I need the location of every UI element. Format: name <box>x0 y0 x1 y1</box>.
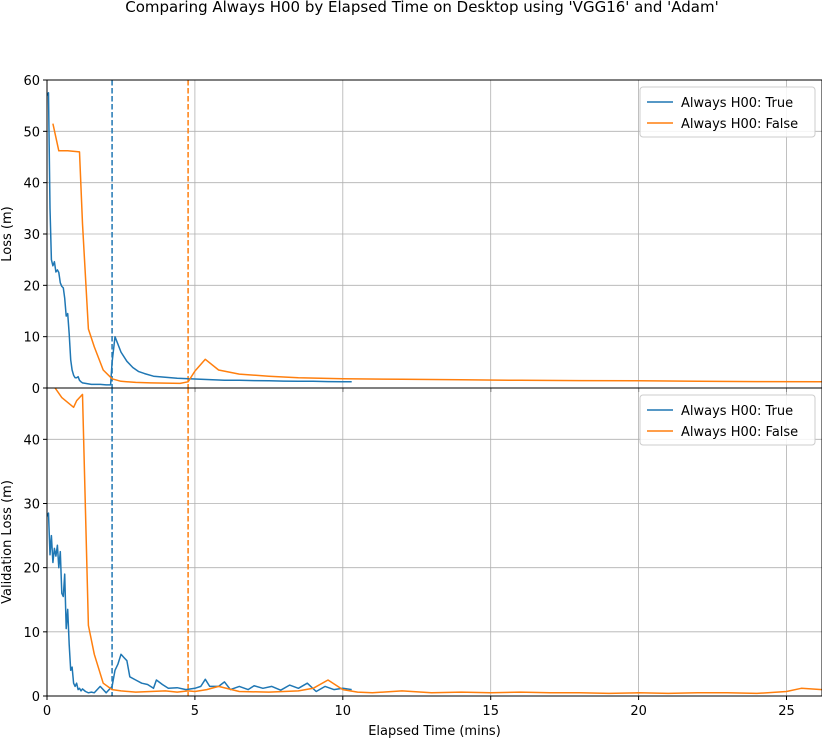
legend-box <box>639 86 816 138</box>
y-tick-label: 30 <box>23 498 40 513</box>
y-axis-label: Loss (m) <box>0 206 15 261</box>
x-tick-label: 15 <box>482 704 499 719</box>
series-line-false <box>54 388 822 695</box>
series-line-false <box>52 123 822 385</box>
legend-label: Always H00: True <box>681 404 793 419</box>
y-tick-label: 10 <box>23 331 40 346</box>
legend: Always H00: True Always H00: False <box>639 86 816 138</box>
y-tick-label: 20 <box>23 279 40 294</box>
y-tick-label: 20 <box>23 562 40 577</box>
y-tick-label: 10 <box>23 626 40 641</box>
x-axis-label: Elapsed Time (mins) <box>368 724 501 739</box>
y-tick-label: 0 <box>32 690 40 705</box>
x-tick-label: 5 <box>191 704 199 719</box>
y-tick-label: 30 <box>23 228 40 243</box>
legend-label: Always H00: True <box>681 96 793 111</box>
y-tick-label: 0 <box>32 382 40 397</box>
x-tick-label: 25 <box>778 704 795 719</box>
y-tick-label: 50 <box>23 125 40 140</box>
legend-label: Always H00: False <box>681 425 798 440</box>
y-axis-label: Validation Loss (m) <box>0 480 15 604</box>
legend: Always H00: True Always H00: False <box>639 394 816 446</box>
y-tick-label: 40 <box>23 433 40 448</box>
chart-title: Comparing Always H00 by Elapsed Time on … <box>125 0 718 16</box>
series-line-true <box>47 92 352 386</box>
y-tick-label: 40 <box>23 177 40 192</box>
x-tick-label: 0 <box>43 704 51 719</box>
legend-box <box>639 394 816 446</box>
x-tick-label: 10 <box>335 704 352 719</box>
x-tick-label: 20 <box>630 704 647 719</box>
series-line-true <box>47 512 352 694</box>
validation-loss-panel: 0 10 20 30 40 0 5 10 15 20 25 Validation Loss (m) El… <box>0 387 822 739</box>
axes-frame <box>46 387 822 697</box>
legend-label: Always H00: False <box>681 117 798 132</box>
y-tick-label: 60 <box>23 74 40 89</box>
